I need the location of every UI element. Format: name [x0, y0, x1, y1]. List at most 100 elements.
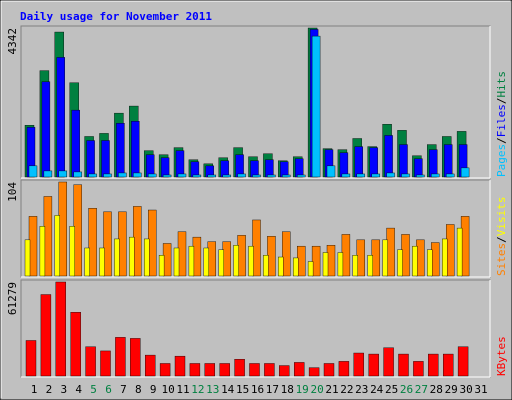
bar [207, 174, 217, 178]
legend-separator: / [495, 137, 508, 144]
bar [414, 158, 423, 178]
bar [28, 216, 38, 277]
bar [118, 172, 127, 178]
bar [308, 367, 320, 377]
bar [457, 346, 469, 377]
bar [337, 252, 344, 277]
bar [338, 361, 350, 377]
legend-entry: Hits [495, 71, 508, 98]
x-tick-label: 28 [430, 383, 443, 396]
bar [133, 172, 142, 178]
bar [427, 249, 433, 277]
bar [401, 173, 410, 178]
bar [397, 249, 403, 277]
bar [88, 173, 97, 178]
bar [412, 245, 418, 277]
y-tick-label: 4342 [6, 28, 19, 55]
bar [323, 363, 335, 377]
bar [429, 149, 438, 178]
bar [369, 147, 378, 178]
bar [307, 261, 314, 277]
bar [190, 161, 200, 178]
bar [84, 247, 90, 277]
legend: Sites/Visits [495, 197, 508, 277]
bar [446, 224, 455, 277]
bar [416, 239, 425, 277]
bar [220, 160, 229, 178]
bar [311, 35, 321, 178]
bar [341, 173, 351, 178]
x-tick-label: 6 [105, 383, 112, 396]
bar [177, 173, 187, 178]
bar [354, 146, 363, 178]
x-tick-label: 3 [60, 383, 67, 396]
bar [25, 340, 37, 377]
bar [295, 158, 304, 178]
bar [311, 245, 321, 277]
bar [368, 353, 379, 377]
bar [69, 226, 75, 277]
bar [39, 226, 46, 277]
bar [263, 255, 269, 277]
x-tick-label: 16 [251, 383, 264, 396]
bar [252, 174, 261, 178]
bar [431, 173, 440, 178]
y-tick-label: 104 [6, 182, 19, 202]
bar [189, 363, 201, 377]
bar [235, 154, 244, 178]
bar [416, 174, 425, 178]
bar [160, 157, 170, 178]
legend-entry: Sites [495, 243, 508, 276]
x-tick-label: 5 [90, 383, 97, 396]
bar [431, 242, 440, 277]
bar [383, 347, 394, 377]
bar [114, 238, 120, 277]
bar [297, 174, 306, 178]
bar [43, 170, 53, 178]
bar [278, 256, 284, 277]
bar [249, 363, 260, 377]
bar [85, 346, 96, 377]
bar [367, 255, 373, 277]
bar [443, 353, 454, 377]
bar [188, 245, 195, 277]
bar [353, 352, 364, 377]
x-tick-label: 20 [310, 383, 323, 396]
x-tick-label: 15 [236, 383, 249, 396]
bar [28, 165, 38, 178]
bar [219, 363, 230, 377]
bar [339, 152, 349, 178]
bar [267, 236, 276, 277]
bar [356, 173, 365, 178]
bar [282, 231, 291, 277]
bar [264, 363, 275, 377]
x-tick-label: 30 [459, 383, 472, 396]
x-tick-label: 13 [206, 383, 219, 396]
legend-entry: Visits [495, 197, 508, 237]
bar [428, 353, 439, 377]
bar [267, 174, 276, 178]
bar [386, 172, 395, 178]
x-tick-label: 14 [221, 383, 235, 396]
bar [70, 312, 81, 377]
plot-area [20, 25, 491, 179]
bar [204, 363, 216, 377]
bar [326, 245, 336, 277]
bar [158, 255, 165, 277]
bar [297, 245, 306, 277]
bar [250, 160, 259, 178]
bar [86, 140, 95, 178]
bar [115, 337, 126, 377]
bar [159, 363, 171, 377]
bar [103, 173, 112, 178]
bar [55, 281, 66, 377]
bar [56, 57, 65, 178]
x-tick-label: 22 [340, 383, 353, 396]
x-tick-label: 9 [150, 383, 157, 396]
bar [326, 165, 336, 178]
legend-entry: KBytes [495, 336, 508, 376]
bar [442, 238, 448, 277]
bar [279, 365, 290, 377]
